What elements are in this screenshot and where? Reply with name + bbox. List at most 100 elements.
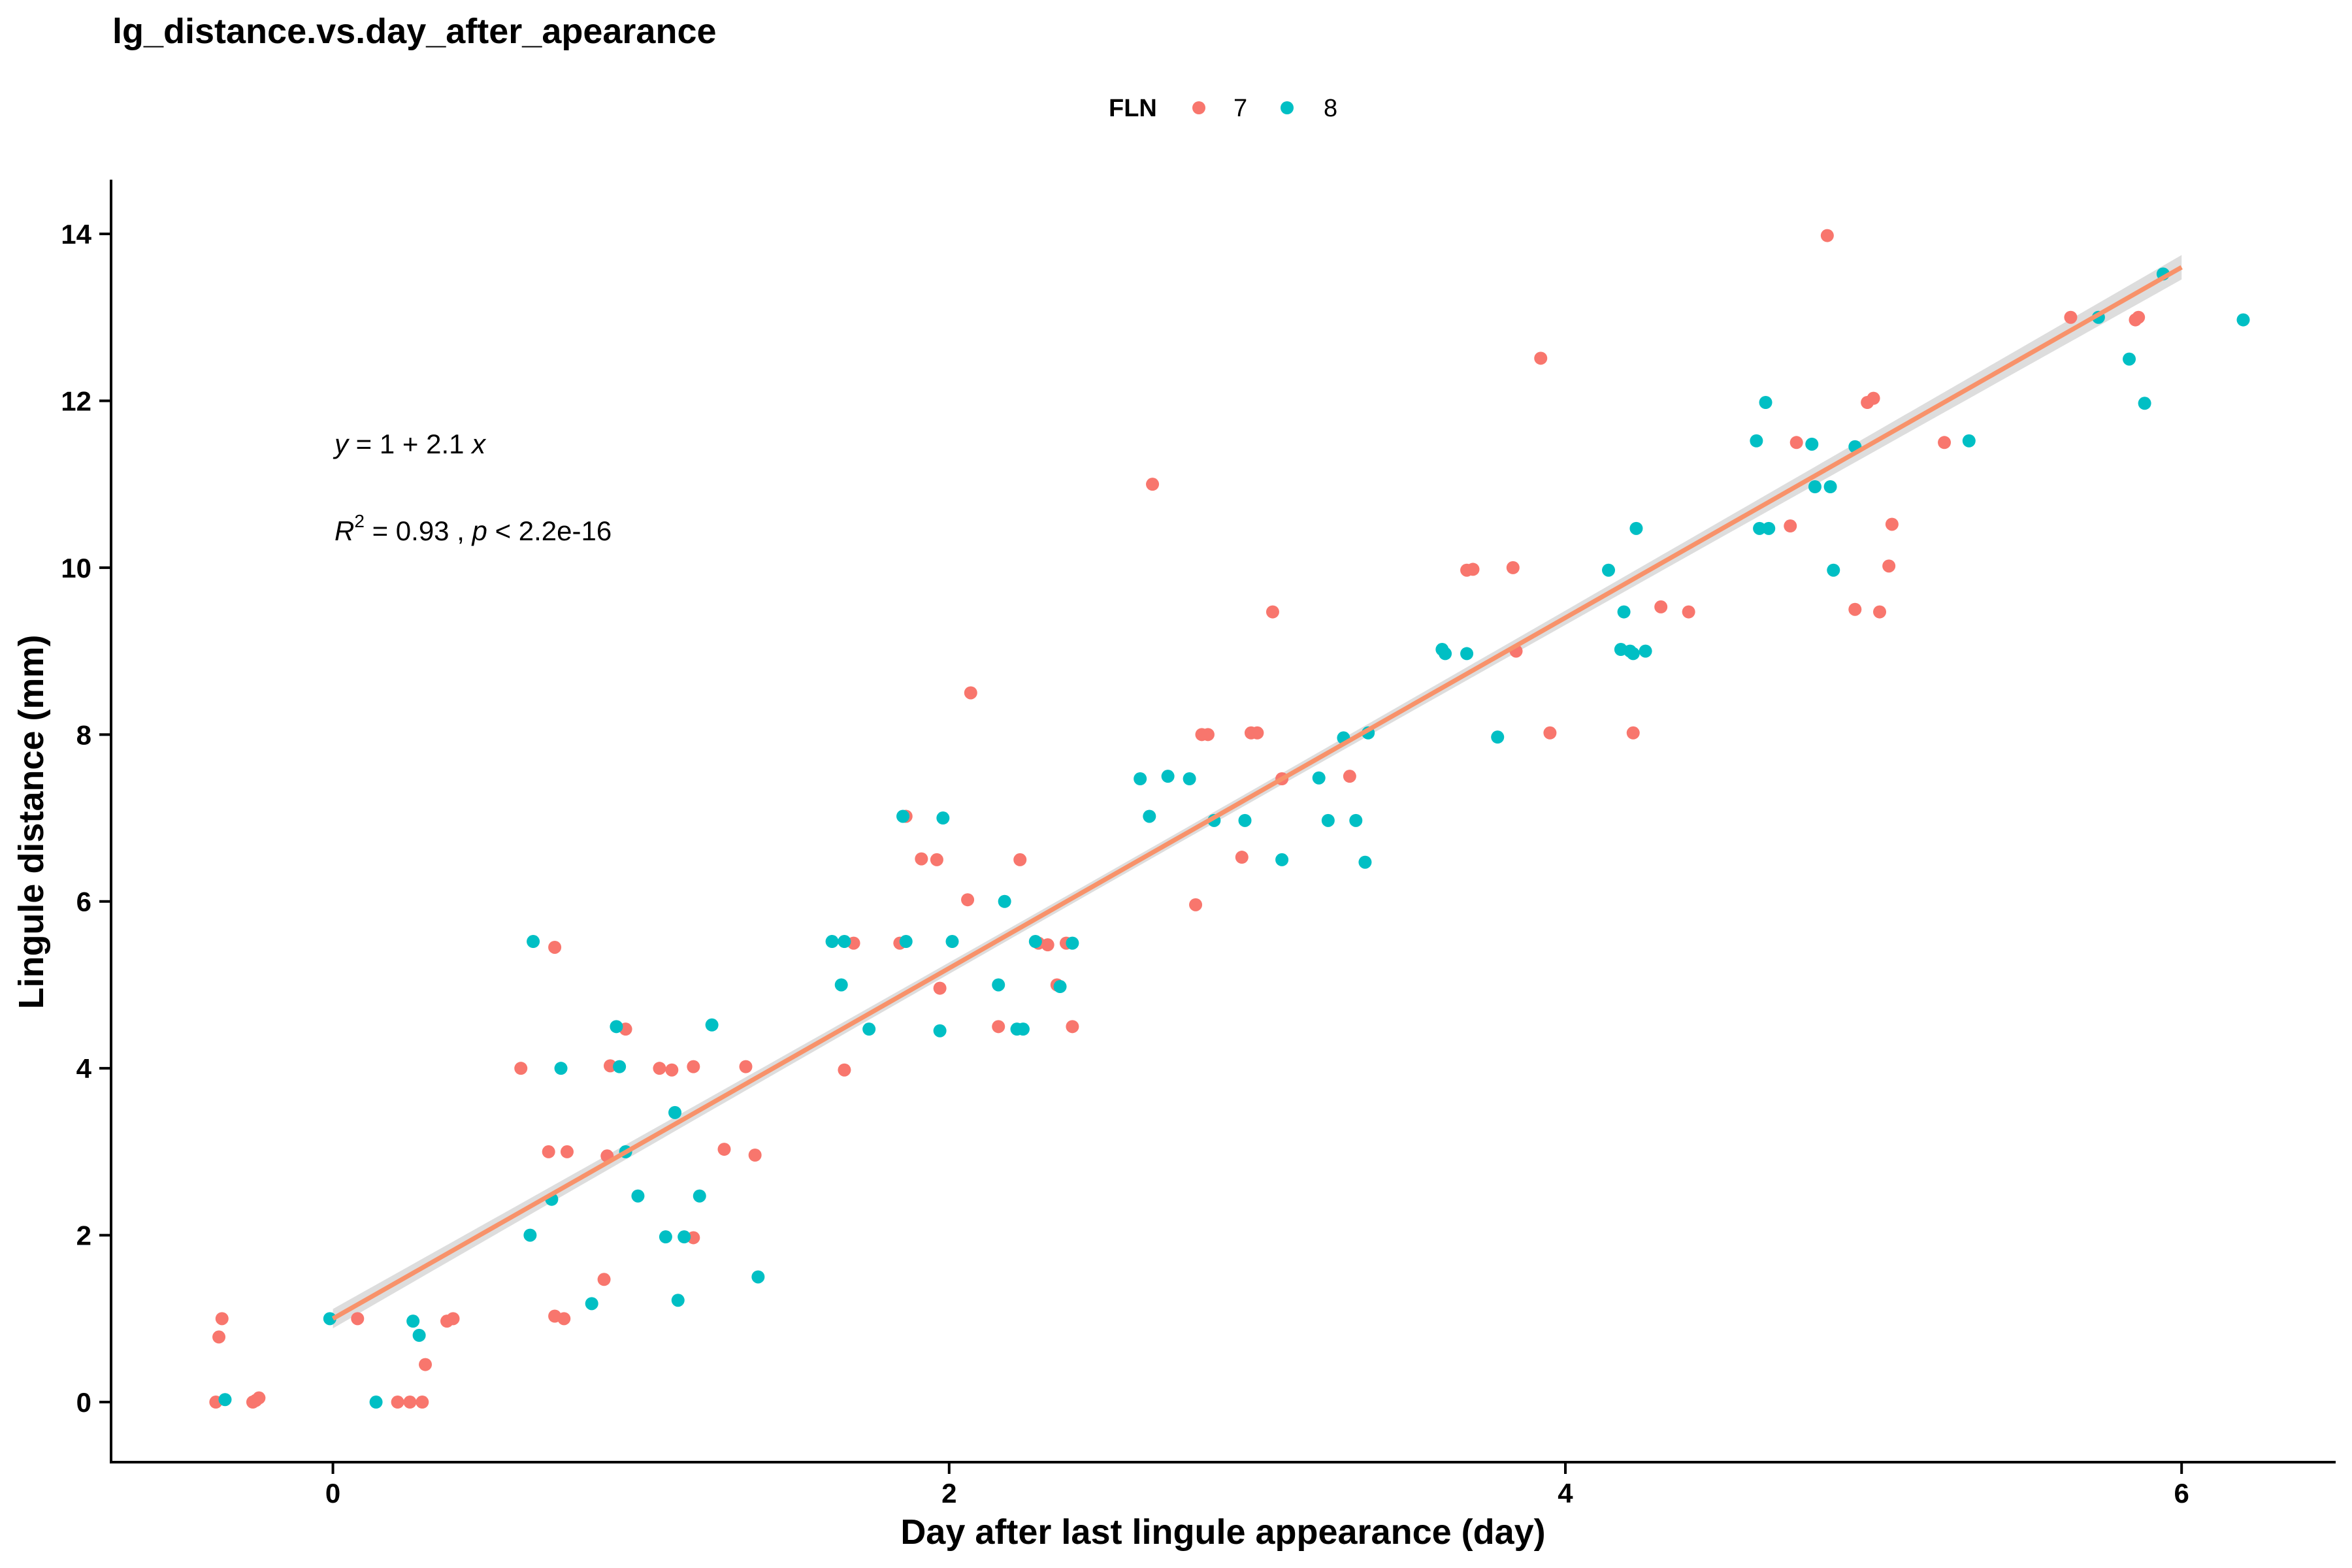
x-tick-label: 4 (1558, 1478, 1573, 1509)
point-fln-8 (1629, 521, 1643, 535)
point-fln-8 (896, 809, 910, 823)
point-fln-8 (659, 1230, 672, 1244)
point-fln-7 (1466, 563, 1480, 576)
y-tick-label: 0 (76, 1387, 91, 1418)
stats-p: p (471, 515, 487, 546)
point-fln-7 (1146, 478, 1160, 491)
svg-text:R2 = 0.93 , p < 2.2e-16: R2 = 0.93 , p < 2.2e-16 (335, 511, 612, 546)
point-fln-7 (653, 1062, 666, 1075)
point-fln-8 (834, 978, 848, 992)
point-fln-8 (1823, 480, 1837, 493)
stats-mid: = 0.93 , (365, 515, 472, 546)
legend: FLN 7 8 (1109, 95, 1337, 122)
legend-key-8 (1281, 101, 1294, 114)
point-fln-7 (838, 1063, 851, 1077)
point-fln-7 (419, 1358, 433, 1371)
point-fln-8 (1639, 644, 1652, 658)
point-fln-7 (1189, 898, 1203, 911)
point-fln-7 (1343, 770, 1356, 783)
point-fln-8 (2123, 352, 2136, 366)
point-fln-7 (1266, 605, 1279, 619)
point-fln-7 (1013, 853, 1027, 866)
point-fln-7 (391, 1396, 404, 1409)
point-fln-8 (554, 1062, 568, 1075)
legend-title: FLN (1109, 95, 1157, 122)
point-fln-7 (1882, 559, 1896, 573)
point-fln-8 (1016, 1022, 1030, 1036)
point-fln-8 (678, 1230, 691, 1244)
point-fln-7 (2132, 310, 2146, 324)
point-fln-7 (1848, 602, 1862, 616)
legend-label-8: 8 (1324, 95, 1337, 122)
point-fln-8 (2138, 397, 2151, 410)
point-fln-8 (406, 1315, 420, 1328)
point-fln-7 (2064, 310, 2078, 324)
point-fln-8 (1358, 855, 1372, 869)
y-tick-label: 2 (76, 1220, 91, 1251)
point-fln-7 (1873, 605, 1887, 619)
annotation-equation: y = 1 + 2.1 x (333, 429, 487, 459)
point-fln-7 (1066, 1020, 1079, 1034)
point-fln-8 (323, 1312, 336, 1326)
point-fln-8 (862, 1022, 876, 1036)
y-tick-label: 4 (76, 1053, 92, 1084)
point-fln-7 (1867, 391, 1880, 405)
point-fln-7 (212, 1330, 226, 1344)
point-fln-8 (1312, 771, 1326, 785)
point-fln-7 (416, 1396, 429, 1409)
point-fln-8 (369, 1396, 383, 1409)
point-fln-7 (748, 1149, 762, 1162)
point-fln-8 (613, 1060, 627, 1073)
point-fln-7 (992, 1020, 1005, 1034)
y-tick-label: 6 (76, 887, 91, 917)
point-fln-7 (557, 1312, 571, 1326)
point-fln-7 (915, 852, 928, 866)
point-fln-7 (215, 1312, 229, 1326)
point-fln-8 (1808, 480, 1821, 493)
point-fln-8 (1161, 770, 1175, 783)
point-fln-8 (1134, 772, 1147, 786)
point-fln-7 (1682, 605, 1695, 619)
point-fln-7 (1820, 229, 1834, 242)
y-tick-label: 12 (61, 385, 91, 416)
x-tick-label: 2 (941, 1478, 956, 1509)
point-fln-8 (1750, 434, 1763, 448)
point-fln-8 (1460, 647, 1474, 661)
point-fln-8 (1962, 434, 1976, 448)
equation-body: = 1 + 2.1 (348, 429, 472, 459)
point-fln-7 (739, 1060, 753, 1073)
point-fln-7 (1250, 726, 1264, 740)
point-fln-8 (412, 1328, 426, 1342)
point-fln-8 (585, 1297, 598, 1311)
point-fln-8 (1053, 980, 1067, 994)
point-fln-8 (1602, 563, 1616, 577)
point-fln-7 (964, 686, 977, 700)
stats-sup: 2 (354, 511, 365, 531)
point-fln-8 (1805, 437, 1819, 451)
points-layer (209, 229, 2250, 1409)
point-fln-7 (542, 1145, 555, 1158)
point-fln-8 (838, 935, 851, 949)
point-fln-8 (668, 1105, 682, 1119)
point-fln-8 (523, 1228, 537, 1242)
point-fln-8 (1183, 772, 1196, 786)
y-tick-label: 14 (61, 219, 91, 250)
point-fln-8 (705, 1018, 719, 1032)
point-fln-7 (1506, 561, 1520, 574)
point-fln-7 (1626, 726, 1640, 740)
point-fln-8 (218, 1393, 232, 1407)
point-fln-8 (1439, 647, 1452, 661)
point-fln-7 (1784, 519, 1797, 533)
point-fln-7 (446, 1312, 460, 1326)
point-fln-8 (1827, 563, 1840, 577)
point-fln-7 (1041, 938, 1054, 952)
point-fln-8 (1238, 813, 1252, 827)
point-fln-8 (1275, 853, 1289, 866)
point-fln-7 (1543, 726, 1557, 740)
stats-r: R (335, 515, 354, 546)
point-fln-8 (671, 1294, 685, 1307)
point-fln-8 (1753, 521, 1767, 535)
point-fln-8 (998, 894, 1011, 908)
